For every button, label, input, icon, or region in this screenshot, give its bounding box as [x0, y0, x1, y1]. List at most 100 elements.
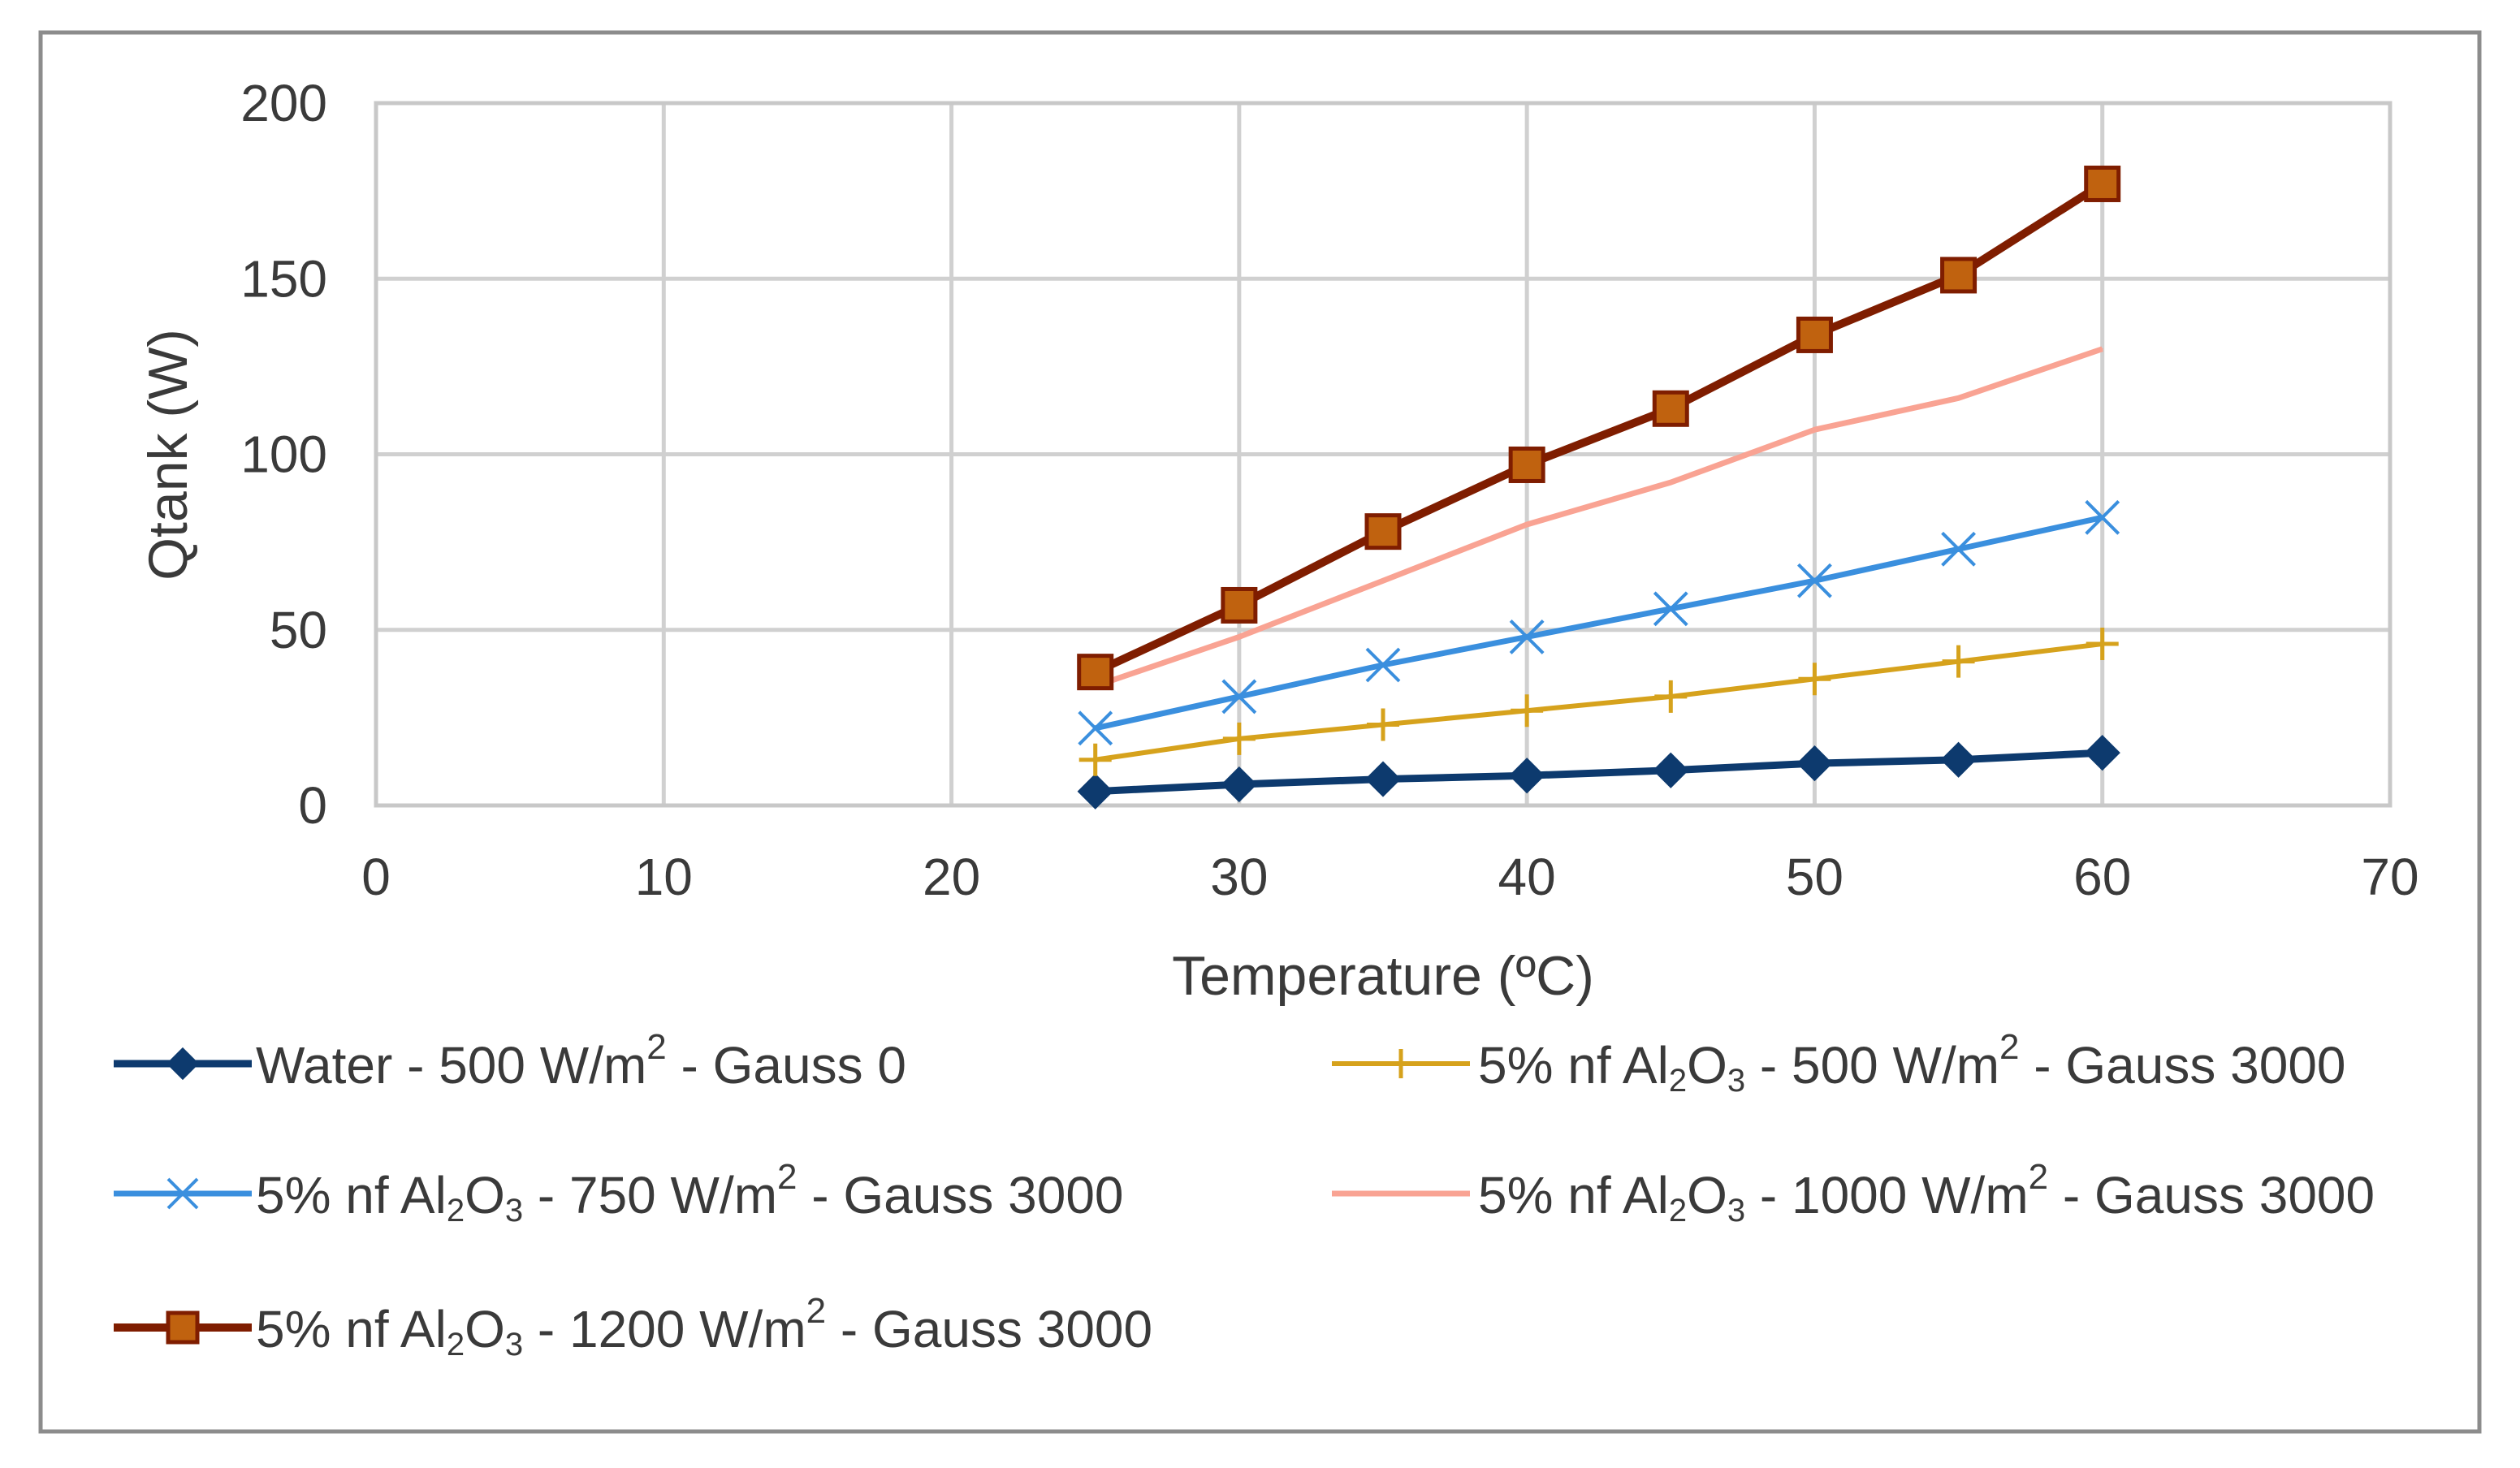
legend-label-part: O	[1687, 1166, 1727, 1224]
legend-label: 5% nf Al2O3 - 1200 W/m2 - Gauss 3000	[256, 1291, 1152, 1362]
y-tick-label: 150	[240, 249, 327, 308]
series-line	[1094, 514, 2103, 732]
series-line	[1093, 180, 2105, 676]
data-point	[2101, 348, 2103, 350]
legend-label-part: 5% nf Al	[1478, 1036, 1669, 1095]
marker-x	[1509, 619, 1545, 654]
legend-label-part: 5% nf Al	[256, 1166, 447, 1224]
legend-entry: 5% nf Al2O3 - 1200 W/m2 - Gauss 3000	[114, 1291, 1152, 1362]
marker-diamond	[1364, 761, 1402, 797]
marker-diamond	[1509, 758, 1545, 794]
data-point	[1957, 397, 1960, 399]
series-diamond	[1077, 735, 2120, 810]
series-group	[1077, 165, 2121, 810]
marker-x	[1941, 531, 1976, 567]
x-axis-title: Temperature (ºC)	[1172, 945, 1594, 1007]
legend-label-part: 2	[2029, 1157, 2048, 1197]
legend-entry: Water - 500 W/m2 - Gauss 0	[114, 1027, 906, 1095]
chart-frame	[38, 30, 2482, 1434]
legend-label: Water - 500 W/m2 - Gauss 0	[256, 1027, 906, 1095]
marker-square	[1940, 257, 1978, 294]
legend-entry: 5% nf Al2O3 - 1000 W/m2 - Gauss 3000	[1332, 1157, 2375, 1228]
plot-area-border	[374, 101, 2392, 808]
marker-square	[1508, 446, 1545, 483]
legend-label-part: - 1000 W/m	[1745, 1166, 2029, 1224]
marker-x	[166, 1177, 199, 1210]
legend-label-part: Water - 500 W/m	[256, 1036, 646, 1095]
series-line	[1094, 346, 2103, 689]
legend-label-part: 2	[1999, 1027, 2019, 1067]
series-line	[1095, 641, 2103, 762]
legend-label-part: - Gauss 3000	[797, 1166, 1124, 1224]
legend-label: 5% nf Al2O3 - 1000 W/m2 - Gauss 3000	[1478, 1157, 2375, 1228]
legend-label-part: 3	[505, 1327, 523, 1362]
marker-x	[1221, 679, 1257, 715]
marker-plus	[1367, 708, 1399, 741]
series-plus	[1078, 628, 2119, 776]
x-tick-label: 30	[1210, 848, 1268, 906]
data-point	[1382, 580, 1384, 582]
y-axis-title: Qtank (W)	[137, 329, 199, 581]
data-point	[1813, 429, 1816, 431]
legend-label-part: 2	[806, 1291, 826, 1331]
marker-diamond	[1796, 745, 1833, 782]
legend-label-part: 2	[777, 1157, 797, 1197]
legend-entry: 5% nf Al2O3 - 500 W/m2 - Gauss 3000	[1332, 1027, 2346, 1099]
x-tick-label: 50	[1786, 848, 1844, 906]
legend-label-part: - Gauss 3000	[826, 1300, 1152, 1358]
marker-plus	[1222, 722, 1256, 755]
marker-diamond	[1077, 773, 1113, 810]
x-tick-label: 70	[2361, 848, 2418, 906]
y-tick-label: 100	[240, 425, 327, 484]
marker-plus	[1654, 680, 1688, 713]
legend-label-part: O	[465, 1166, 505, 1224]
marker-x	[1365, 647, 1401, 683]
legend-label-part: 5% nf Al	[256, 1300, 447, 1358]
legend-label-part: O	[465, 1300, 505, 1358]
legend-label-part: 3	[505, 1193, 523, 1228]
data-point	[1238, 636, 1240, 638]
legend-label-part: - 500 W/m	[1745, 1036, 1999, 1095]
marker-square	[166, 1310, 200, 1345]
marker-x	[1078, 710, 1113, 746]
legend-label-part: - Gauss 3000	[2048, 1166, 2375, 1224]
legend-label-part: - Gauss 0	[667, 1036, 906, 1095]
marker-square	[1652, 390, 1689, 427]
data-point	[1526, 524, 1528, 525]
legend-entry: 5% nf Al2O3 - 750 W/m2 - Gauss 3000	[114, 1157, 1124, 1228]
y-tick-label: 0	[298, 776, 327, 835]
marker-x	[1797, 563, 1832, 598]
marker-square	[1077, 654, 1114, 691]
legend: Water - 500 W/m2 - Gauss 0 5% nf Al2O3 - …	[114, 1027, 2375, 1362]
legend-label-part: 2	[1669, 1063, 1687, 1099]
marker-x	[1653, 591, 1688, 627]
marker-plus	[1511, 694, 1544, 728]
marker-diamond	[1940, 741, 1977, 778]
marker-square	[1796, 316, 1833, 353]
x-tick-label: 20	[923, 848, 980, 906]
legend-label-part: 2	[447, 1193, 465, 1228]
x-tick-label: 10	[635, 848, 693, 906]
legend-label-part: - 750 W/m	[523, 1166, 777, 1224]
x-tick-label: 0	[361, 848, 391, 906]
marker-plus	[2086, 628, 2119, 661]
marker-diamond	[2084, 735, 2120, 771]
legend-label-part: 2	[447, 1327, 465, 1362]
marker-diamond	[1653, 752, 1689, 788]
series-x	[1078, 499, 2120, 746]
x-tick-label: 40	[1498, 848, 1556, 906]
series-none	[1094, 346, 2103, 689]
y-tick-label: 200	[240, 74, 327, 132]
series-line	[1095, 749, 2103, 796]
data-point	[1670, 481, 1672, 484]
marker-diamond	[1221, 766, 1257, 803]
marker-plus	[1386, 1049, 1416, 1078]
legend-label: 5% nf Al2O3 - 750 W/m2 - Gauss 3000	[256, 1157, 1124, 1228]
marker-square	[2084, 165, 2121, 202]
legend-label-part: 3	[1727, 1063, 1745, 1099]
y-tick-label: 50	[270, 601, 327, 659]
marker-square	[1221, 586, 1258, 624]
marker-square	[1364, 513, 1402, 550]
